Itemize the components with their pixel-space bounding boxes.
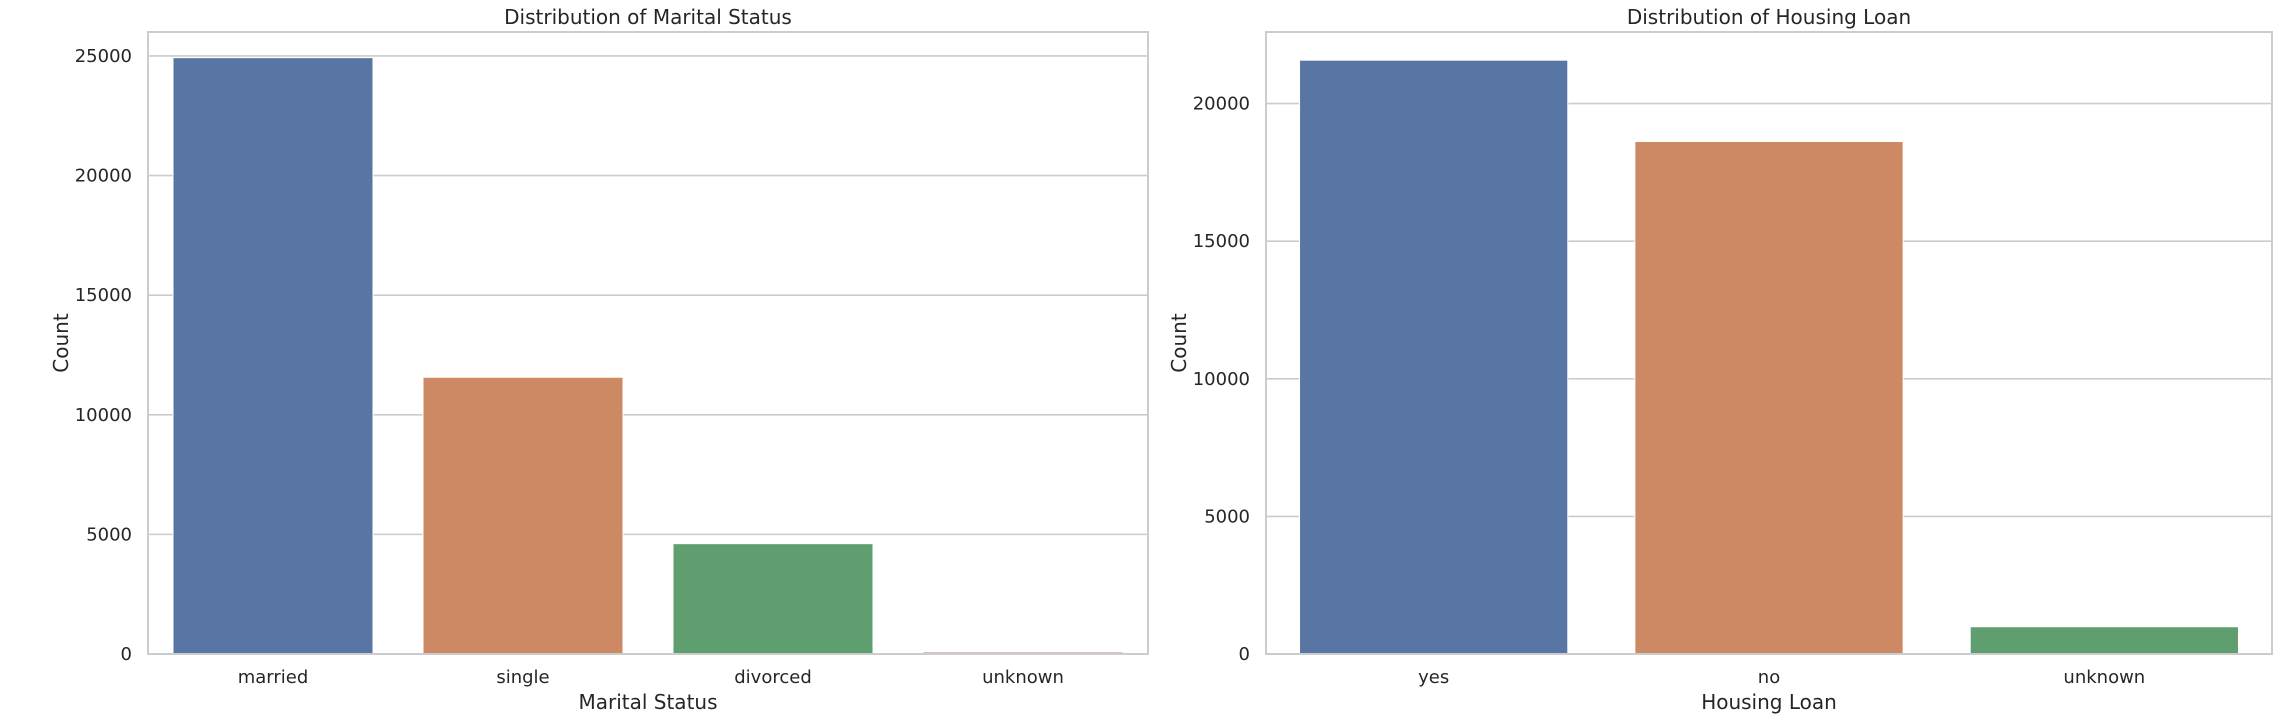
chart-2-bar-unknown bbox=[1969, 626, 2239, 655]
chart-1-ytick-label: 20000 bbox=[75, 166, 132, 187]
chart-2-ylabel: Count bbox=[1167, 313, 1191, 373]
chart-1-xlabel: Marital Status bbox=[578, 690, 717, 714]
chart-1-bar-divorced bbox=[672, 543, 874, 655]
chart-2-xlabel: Housing Loan bbox=[1701, 690, 1837, 714]
chart-2-ytick-label: 10000 bbox=[1193, 369, 1250, 390]
chart-2-bar-no bbox=[1634, 140, 1904, 655]
chart-1-ytick-label: 15000 bbox=[75, 285, 132, 306]
chart-2-ytick-label: 0 bbox=[1239, 644, 1250, 665]
chart-2: 0 5000 10000 15000 20000 yes no unknown Distribu… bbox=[1167, 5, 2273, 714]
chart-2-xtick-label: no bbox=[1758, 667, 1780, 688]
chart-1: 0 5000 10000 15000 20000 25000 married single di… bbox=[49, 5, 1149, 714]
chart-1-axes-frame bbox=[147, 31, 1149, 655]
chart-1-bar-married bbox=[172, 57, 374, 655]
chart-2-xtick-label: yes bbox=[1418, 667, 1449, 688]
chart-2-title: Distribution of Housing Loan bbox=[1627, 5, 1911, 29]
chart-2-axes-frame bbox=[1265, 31, 2273, 655]
chart-1-xtick-label: married bbox=[238, 667, 309, 688]
chart-1-ytick-label: 10000 bbox=[75, 405, 132, 426]
chart-1-xtick-label: divorced bbox=[734, 667, 812, 688]
chart-2-ytick-label: 5000 bbox=[1204, 506, 1250, 527]
chart-2-xtick-label: unknown bbox=[2063, 667, 2145, 688]
chart-1-ytick-label: 5000 bbox=[86, 524, 132, 545]
chart-1-ytick-label: 0 bbox=[121, 644, 132, 665]
chart-1-ytick-label: 25000 bbox=[75, 46, 132, 67]
chart-2-ytick-label: 20000 bbox=[1193, 94, 1250, 115]
chart-2-bar-yes bbox=[1299, 59, 1569, 655]
chart-1-ylabel: Count bbox=[49, 313, 73, 373]
chart-1-xtick-label: single bbox=[496, 667, 549, 688]
chart-1-bar-single bbox=[422, 376, 624, 655]
chart-1-xtick-label: unknown bbox=[982, 667, 1064, 688]
chart-1-title: Distribution of Marital Status bbox=[504, 5, 792, 29]
chart-2-ytick-label: 15000 bbox=[1193, 231, 1250, 252]
